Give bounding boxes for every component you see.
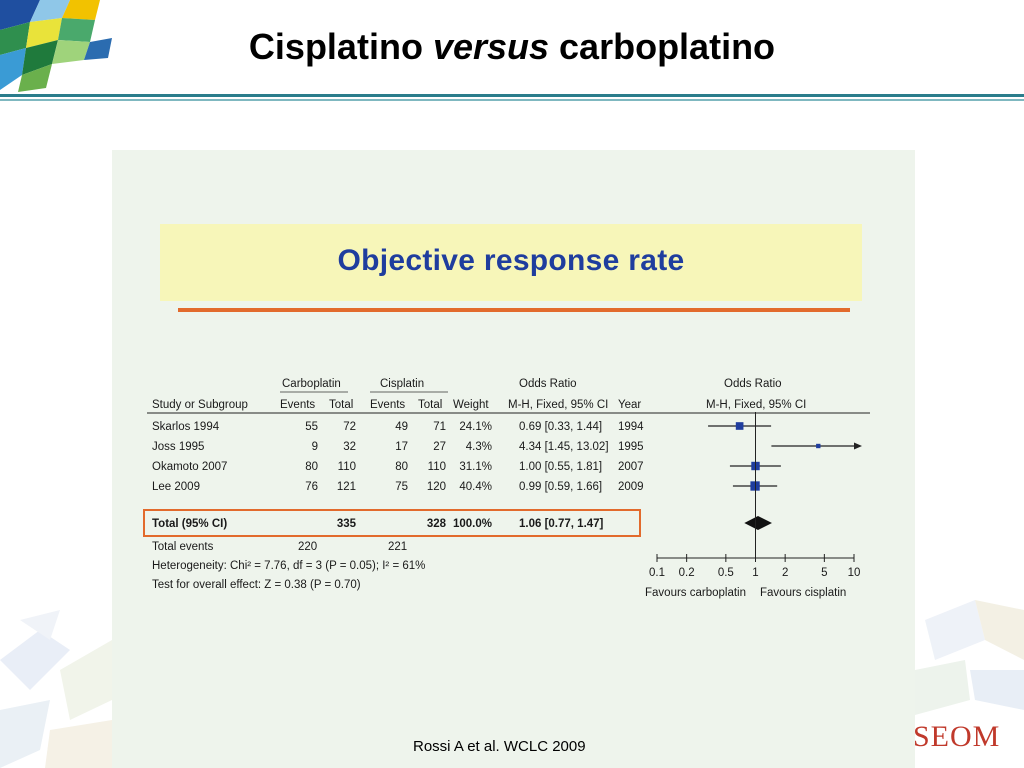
study-name: Okamoto 2007 xyxy=(152,461,227,473)
study-name: Lee 2009 xyxy=(152,481,200,493)
mosaic-decoration-right xyxy=(915,600,1024,715)
slide-title: Cisplatino versus carboplatino xyxy=(0,26,1024,68)
study-year: 1994 xyxy=(618,421,644,433)
study-weight: 24.1% xyxy=(459,421,492,433)
study-point xyxy=(735,422,744,430)
overall-effect-text: Test for overall effect: Z = 0.38 (P = 0… xyxy=(152,579,361,591)
study-year: 2009 xyxy=(618,481,644,493)
study-ci-text: 0.69 [0.33, 1.44] xyxy=(519,421,602,433)
study-rows: Skarlos 1994 55 72 49 71 24.1% 0.69 [0.33, 1.4… xyxy=(152,421,644,493)
study-name: Joss 1995 xyxy=(152,441,204,453)
total-diamond xyxy=(744,516,772,530)
study-weight: 40.4% xyxy=(459,481,492,493)
citation: Rossi A et al. WCLC 2009 xyxy=(413,738,586,755)
header-divider-light xyxy=(0,99,1024,101)
col-header-study: Study or Subgroup xyxy=(152,399,248,411)
study-ci-text: 0.99 [0.59, 1.66] xyxy=(519,481,602,493)
ci-arrow xyxy=(854,442,862,450)
col-header-total1: Total xyxy=(329,399,353,411)
study-events2: 49 xyxy=(395,421,408,433)
study-row: Okamoto 2007 80 110 80 110 31.1% 1.00 [0.55, 1… xyxy=(152,461,644,473)
figure-banner: Objective response rate xyxy=(160,224,862,301)
figure-panel: Objective response rate Carboplatin Cisp… xyxy=(112,150,915,768)
study-total1: 72 xyxy=(343,421,356,433)
slide-title-part1: Cisplatino xyxy=(248,26,433,67)
total-events-1: 220 xyxy=(298,541,317,553)
mosaic-decoration-left xyxy=(0,610,112,768)
x-tick-label: 1 xyxy=(752,567,758,579)
brand-logo-text: SEOM xyxy=(913,720,1001,753)
total-weight: 100.0% xyxy=(453,518,492,530)
header-divider xyxy=(0,94,1024,97)
heterogeneity-text: Heterogeneity: Chi² = 7.76, df = 3 (P = … xyxy=(152,560,425,572)
study-events1: 80 xyxy=(305,461,318,473)
study-total2: 71 xyxy=(433,421,446,433)
col-header-events2: Events xyxy=(370,399,405,411)
study-point xyxy=(816,443,821,449)
x-tick-label: 2 xyxy=(782,567,788,579)
study-name: Skarlos 1994 xyxy=(152,421,220,433)
col-header-year: Year xyxy=(618,399,641,411)
favours-left-label: Favours carboplatin xyxy=(645,587,746,599)
study-total2: 27 xyxy=(433,441,446,453)
slide-title-italic: versus xyxy=(432,26,550,67)
study-year: 2007 xyxy=(618,461,644,473)
study-row: Lee 2009 76 121 75 120 40.4% 0.99 [0.59, 1.66]… xyxy=(152,481,644,493)
study-total2: 120 xyxy=(427,481,446,493)
x-tick-label: 5 xyxy=(821,567,827,579)
study-total1: 32 xyxy=(343,441,356,453)
col-header-ci: M-H, Fixed, 95% CI xyxy=(508,399,608,411)
study-ci-text: 4.34 [1.45, 13.02] xyxy=(519,441,609,453)
study-ci-text: 1.00 [0.55, 1.81] xyxy=(519,461,602,473)
x-tick-label: 0.2 xyxy=(679,567,695,579)
col-header-plot: M-H, Fixed, 95% CI xyxy=(706,399,806,411)
slide-title-part2: carboplatino xyxy=(549,26,776,67)
col-header-weight: Weight xyxy=(453,399,489,411)
study-events1: 76 xyxy=(305,481,318,493)
total-n1: 335 xyxy=(337,518,357,530)
forest-plot-area: 0.1 0.2 0.5 1 2 5 10 xyxy=(649,412,862,579)
figure-banner-title: Objective response rate xyxy=(337,244,685,277)
study-events2: 17 xyxy=(395,441,408,453)
study-events1: 55 xyxy=(305,421,318,433)
study-row: Skarlos 1994 55 72 49 71 24.1% 0.69 [0.33, 1.4… xyxy=(152,421,644,433)
study-marker-group xyxy=(708,422,772,430)
group-header-odds-ratio-plot: Odds Ratio xyxy=(724,378,782,390)
study-weight: 4.3% xyxy=(466,441,492,453)
total-highlight-box xyxy=(143,509,641,537)
study-year: 1995 xyxy=(618,441,644,453)
group-header-odds-ratio-text: Odds Ratio xyxy=(519,378,577,390)
study-weight: 31.1% xyxy=(459,461,492,473)
study-row: Joss 1995 9 32 17 27 4.3% 4.34 [1.45, 13.02] 19… xyxy=(152,441,644,453)
study-marker-group xyxy=(771,442,862,450)
seom-mosaic-logo xyxy=(0,0,118,96)
total-n2: 328 xyxy=(427,518,447,530)
study-total2: 110 xyxy=(428,461,446,473)
total-ci-text: 1.06 [0.77, 1.47] xyxy=(519,518,604,530)
study-events2: 80 xyxy=(395,461,408,473)
study-total1: 121 xyxy=(337,481,356,493)
col-header-events1: Events xyxy=(280,399,315,411)
x-tick-label: 0.1 xyxy=(649,567,665,579)
x-tick-label: 10 xyxy=(848,567,861,579)
x-tick-label: 0.5 xyxy=(718,567,734,579)
banner-underline xyxy=(178,308,850,312)
study-total1: 110 xyxy=(338,461,356,473)
total-events-label: Total events xyxy=(152,541,214,553)
col-header-total2: Total xyxy=(418,399,442,411)
forest-plot: Carboplatin Cisplatin Odds Ratio Odds Ra… xyxy=(143,378,870,599)
group-header-carboplatin: Carboplatin xyxy=(282,378,341,390)
total-label: Total (95% CI) xyxy=(152,518,227,530)
study-events1: 9 xyxy=(312,441,318,453)
total-events-2: 221 xyxy=(388,541,407,553)
favours-right-label: Favours cisplatin xyxy=(760,587,846,599)
group-header-cisplatin: Cisplatin xyxy=(380,378,424,390)
study-events2: 75 xyxy=(395,481,408,493)
